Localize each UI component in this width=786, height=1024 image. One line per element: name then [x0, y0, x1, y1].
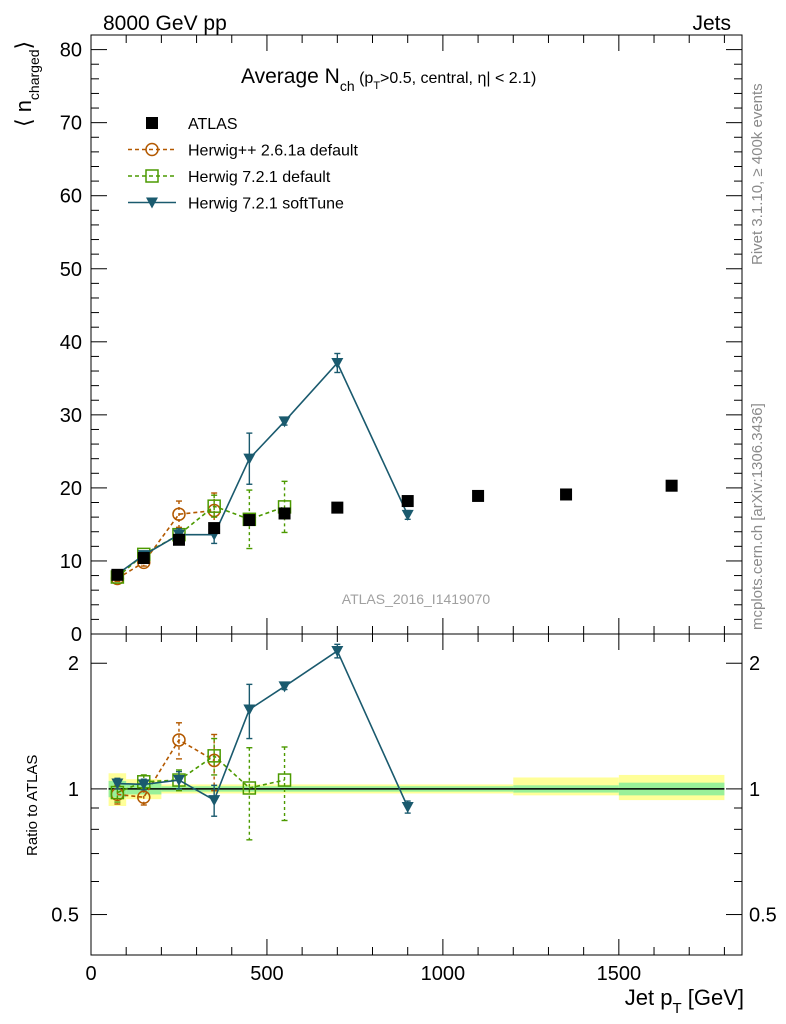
ratio-point — [137, 790, 151, 804]
y-tick-label: 50 — [60, 259, 82, 281]
ratio-y-axis-label: Ratio to ATLAS — [24, 755, 41, 856]
main-point — [243, 514, 256, 527]
header-left: 8000 GeV pp — [103, 12, 227, 35]
x-axis-label-main: Jet p — [625, 985, 673, 1010]
x-axis-label-unit: [GeV] — [682, 985, 744, 1010]
ratio-point — [331, 645, 344, 657]
main-point — [137, 552, 150, 565]
x-tick-label: 500 — [250, 963, 283, 985]
main-series-layer — [110, 352, 678, 586]
ratio-y-tick-label-right: 0.5 — [749, 905, 777, 927]
plot-title-cond-sub: T — [373, 80, 380, 92]
ratio-point — [208, 795, 221, 807]
y-tick-label: 70 — [60, 113, 82, 135]
x-axis-label: Jet pT [GeV] — [625, 985, 744, 1017]
main-series-0 — [111, 479, 678, 581]
main-point — [278, 416, 291, 428]
x-tick-label: 1000 — [421, 963, 466, 985]
main-point — [172, 533, 185, 546]
legend-marker — [146, 197, 158, 209]
y-tick-label: 10 — [60, 551, 82, 573]
legend-marker — [145, 142, 159, 157]
side-rivet-text: Rivet 3.1.10, ≥ 400k events — [749, 83, 766, 265]
plot-title-cond-post: >0.5, central, η| < 2.1) — [380, 70, 536, 87]
main-point — [172, 507, 186, 521]
ratio-series-3 — [111, 643, 414, 817]
main-point — [207, 499, 221, 513]
legend-label: Herwig++ 2.6.1a default — [188, 143, 358, 160]
main-point — [472, 489, 485, 502]
plot-title-sub: ch — [340, 78, 355, 94]
y-tick-label: 60 — [60, 186, 82, 208]
y-axis-label: ⟨ ncharged⟩ — [11, 41, 42, 127]
ratio-point — [137, 779, 150, 791]
main-point — [331, 501, 344, 514]
legend-label: Herwig 7.2.1 default — [188, 169, 331, 186]
main-point — [243, 453, 256, 465]
ratio-y-tick-label: 2 — [68, 653, 79, 675]
legend-marker — [146, 117, 158, 129]
plot-title-main: Average N — [241, 65, 340, 88]
header-right: Jets — [692, 12, 731, 35]
main-point — [331, 357, 344, 369]
y-axis-label-open: ⟨ n — [11, 100, 36, 127]
y-tick-label-zero: 0 — [71, 624, 82, 646]
ratio-series-layer — [110, 643, 414, 841]
legend-label: ATLAS — [188, 116, 238, 133]
ratio-y-tick-label: 1 — [68, 779, 79, 801]
plot-title: Average Nch (pT>0.5, central, η| < 2.1) — [241, 65, 536, 94]
ratio-plot-frame — [90, 633, 743, 956]
ratio-point — [401, 801, 414, 813]
ratio-point — [172, 775, 185, 787]
ratio-point — [242, 781, 257, 795]
ratio-y-tick-label: 0.5 — [51, 905, 79, 927]
y-tick-label: 30 — [60, 405, 82, 427]
ratio-y-tick-label-right: 2 — [749, 653, 760, 675]
side-mcplots-text: mcplots.cern.ch [arXiv:1306.3436] — [749, 403, 766, 630]
legend: ATLAS Herwig++ 2.6.1a default Herwig 7.2.1… — [128, 116, 358, 213]
ratio-point — [111, 778, 124, 790]
y-axis-label-sub: charged — [26, 49, 42, 100]
plot-title-cond: (p — [355, 70, 374, 87]
ratio-y-tick-label-right: 1 — [749, 779, 760, 801]
main-point — [401, 509, 414, 521]
main-series-line — [116, 509, 215, 580]
x-tick-label: 1500 — [597, 963, 642, 985]
main-point — [208, 522, 221, 535]
ratio-point — [172, 733, 186, 747]
legend-label: Herwig 7.2.1 softTune — [188, 196, 344, 213]
analysis-watermark: ATLAS_2016_I1419070 — [342, 591, 491, 607]
ratio-point — [278, 681, 291, 693]
ratio-point — [277, 773, 292, 787]
y-axis-label-close: ⟩ — [11, 41, 36, 50]
ratio-series-line — [117, 649, 409, 808]
legend-marker — [145, 169, 159, 183]
y-tick-label: 40 — [60, 332, 82, 354]
main-point — [111, 568, 124, 581]
y-tick-label: 20 — [60, 478, 82, 500]
ratio-point — [207, 749, 221, 763]
main-series-line — [116, 361, 409, 575]
x-axis-label-sub: T — [672, 1000, 681, 1017]
axes-ticks-layer: 0 500 1000 1500 10 20 30 40 50 60 70 80 0 0.5 0.5 1 1 2 2 — [51, 35, 777, 985]
y-tick-label: 80 — [60, 40, 82, 62]
main-point — [278, 507, 291, 520]
x-tick-label: 0 — [85, 963, 96, 985]
ratio-series-line — [117, 738, 215, 799]
main-point — [665, 479, 678, 492]
main-point — [560, 488, 573, 501]
ratio-point — [243, 704, 256, 716]
main-point — [401, 495, 414, 508]
